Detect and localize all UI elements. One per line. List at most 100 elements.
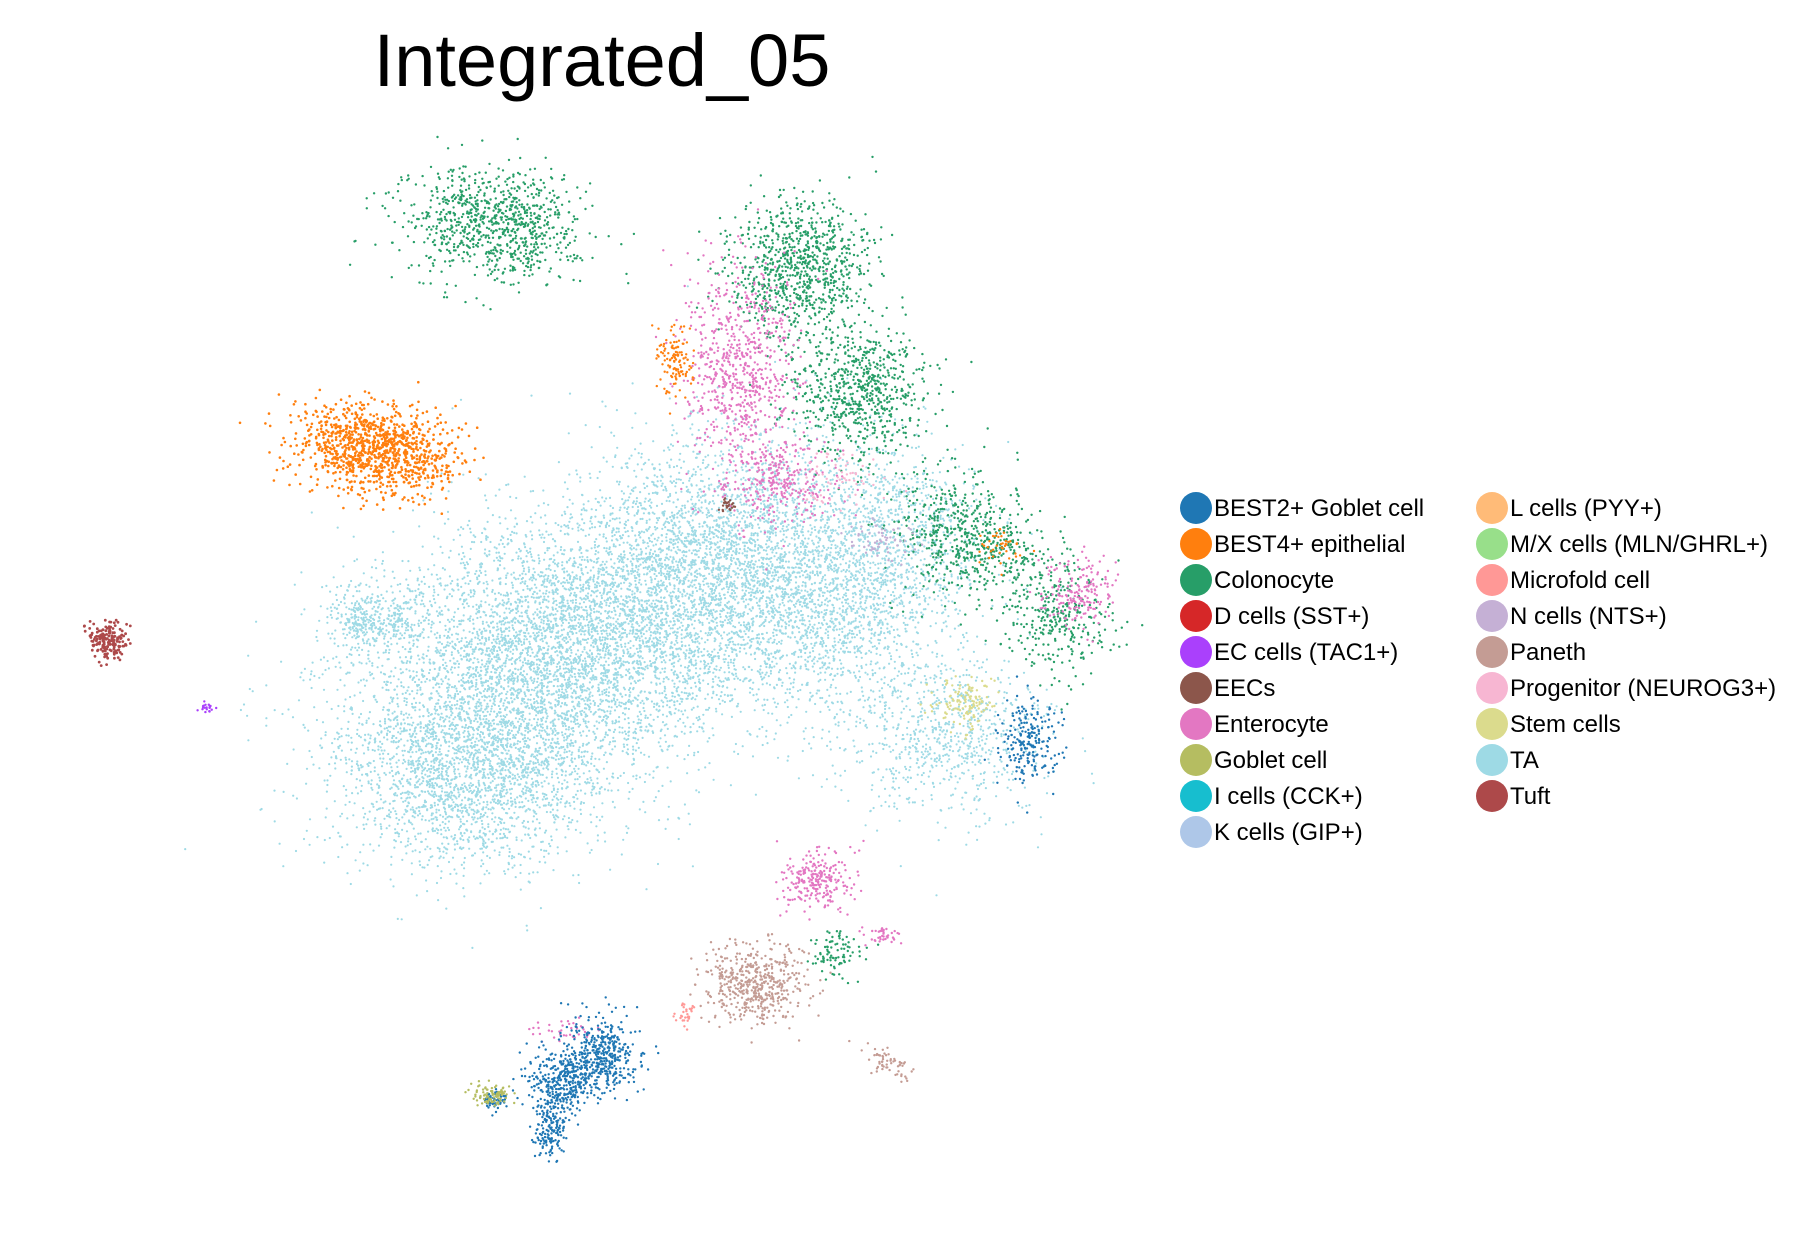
point [565,770,567,772]
point [647,542,649,544]
point [644,501,646,503]
point [615,569,617,571]
point [688,644,690,646]
point [510,592,512,594]
point [463,710,465,712]
point [397,823,399,825]
point [280,661,282,663]
point [601,701,603,703]
point [495,681,497,683]
point [540,596,542,598]
point [421,600,423,602]
point [626,634,628,636]
point [511,531,513,533]
point [742,680,744,682]
point [620,676,622,678]
point [519,659,521,661]
point [496,676,498,678]
point [524,476,526,478]
point [760,641,762,643]
point [673,686,675,688]
point [620,639,622,641]
point [300,613,302,615]
point [603,689,605,691]
point [580,622,582,624]
point [511,582,513,584]
point [628,699,630,701]
point [657,766,659,768]
point [523,720,525,722]
point [531,587,533,589]
point [633,758,635,760]
point [358,661,360,663]
point [486,594,488,596]
point [540,696,542,698]
point [547,607,549,609]
point [475,570,477,572]
point [440,716,442,718]
point [602,650,604,652]
point [671,699,673,701]
point [531,521,533,523]
point [446,596,448,598]
point [581,710,583,712]
point [533,568,535,570]
point [619,726,621,728]
point [500,715,502,717]
point [747,642,749,644]
point [484,552,486,554]
point [520,668,522,670]
point [488,550,490,552]
point [506,657,508,659]
point [462,528,464,530]
point [590,758,592,760]
point [562,734,564,736]
point [343,710,345,712]
point [491,591,493,593]
point [608,782,610,784]
point [769,684,771,686]
point [382,687,384,689]
point [550,681,552,683]
point [629,653,631,655]
point [478,575,480,577]
point [676,579,678,581]
point [499,564,501,566]
point [631,764,633,766]
point [569,805,571,807]
point [689,823,691,825]
point [660,729,662,731]
point [525,678,527,680]
point [519,622,521,624]
point [461,546,463,548]
point [498,695,500,697]
point [634,534,636,536]
point [565,588,567,590]
point [302,679,304,681]
point [698,791,700,793]
point [457,693,459,695]
point [689,726,691,728]
point [500,557,502,559]
point [463,556,465,558]
point [788,467,790,469]
point [506,691,508,693]
point [401,750,403,752]
point [451,407,453,409]
point [565,651,567,653]
point [452,646,454,648]
point [617,690,619,692]
point [664,696,666,698]
point [610,558,612,560]
point [543,685,545,687]
point [597,633,599,635]
point [659,637,661,639]
point [463,656,465,658]
point [401,625,403,627]
point [527,774,529,776]
point [750,653,752,655]
point [580,624,582,626]
point [400,711,402,713]
point [538,529,540,531]
point [603,657,605,659]
